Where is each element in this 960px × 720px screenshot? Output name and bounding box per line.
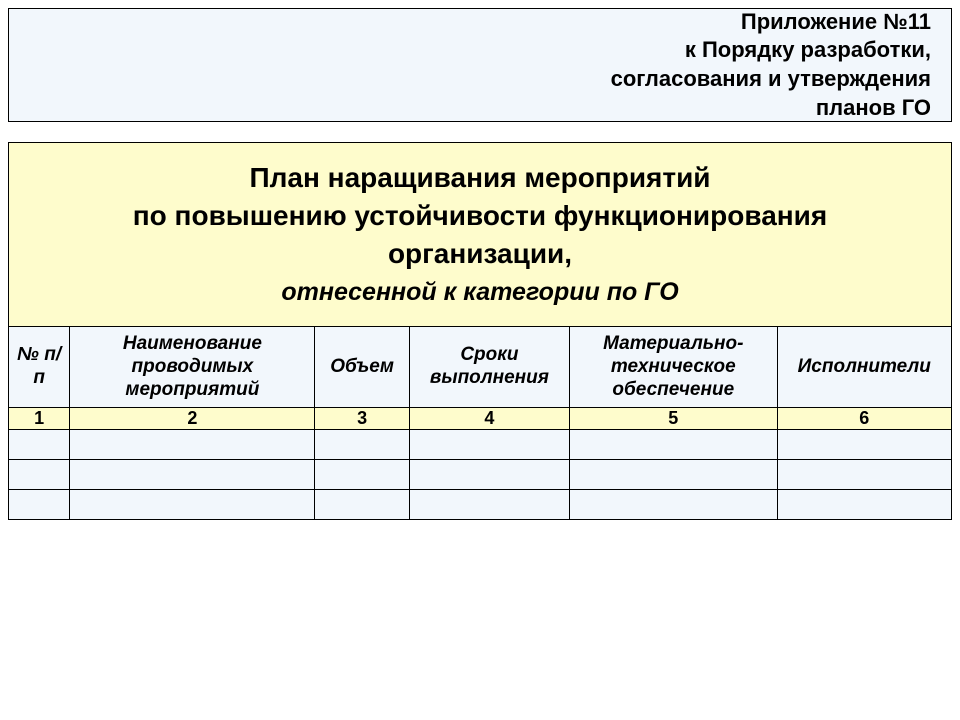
numcell-3: 4 (409, 408, 569, 430)
col-header-4: Материально-техническое обеспечение (570, 327, 777, 408)
col-header-2: Объем (315, 327, 409, 408)
cell (570, 430, 777, 460)
cell (315, 430, 409, 460)
cell (70, 490, 315, 520)
cell (315, 460, 409, 490)
cell (777, 430, 952, 460)
col-header-1: Наименование проводимых мероприятий (70, 327, 315, 408)
table-row (9, 490, 952, 520)
title-line-3: организации, (39, 235, 921, 273)
table-body: 1 2 3 4 5 6 (9, 408, 952, 520)
col-header-0: № п/п (9, 327, 70, 408)
cell (70, 430, 315, 460)
number-row: 1 2 3 4 5 6 (9, 408, 952, 430)
appendix-line-4: планов ГО (816, 94, 931, 123)
appendix-line-1: Приложение №11 (741, 8, 931, 37)
cell (70, 460, 315, 490)
table-row (9, 430, 952, 460)
table-head: № п/п Наименование проводимых мероприяти… (9, 327, 952, 408)
appendix-line-3: согласования и утверждения (611, 65, 931, 94)
table-row (9, 460, 952, 490)
title-subtitle: отнесенной к категории по ГО (39, 276, 921, 310)
title-line-2: по повышению устойчивости функционирован… (39, 197, 921, 235)
cell (777, 490, 952, 520)
appendix-line-2: к Порядку разработки, (685, 36, 931, 65)
cell (570, 490, 777, 520)
header-row: № п/п Наименование проводимых мероприяти… (9, 327, 952, 408)
col-header-5: Исполнители (777, 327, 952, 408)
plan-table: № п/п Наименование проводимых мероприяти… (8, 326, 952, 520)
col-header-3: Сроки выполнения (409, 327, 569, 408)
cell (9, 430, 70, 460)
title-line-1: План наращивания мероприятий (39, 159, 921, 197)
numcell-2: 3 (315, 408, 409, 430)
cell (315, 490, 409, 520)
cell (409, 460, 569, 490)
cell (570, 460, 777, 490)
cell (409, 430, 569, 460)
numcell-1: 2 (70, 408, 315, 430)
page: Приложение №11 к Порядку разработки, сог… (0, 0, 960, 720)
cell (9, 490, 70, 520)
cell (777, 460, 952, 490)
numcell-4: 5 (570, 408, 777, 430)
numcell-0: 1 (9, 408, 70, 430)
cell (9, 460, 70, 490)
cell (409, 490, 569, 520)
appendix-box: Приложение №11 к Порядку разработки, сог… (8, 8, 952, 122)
numcell-5: 6 (777, 408, 952, 430)
title-box: План наращивания мероприятий по повышени… (8, 142, 952, 329)
